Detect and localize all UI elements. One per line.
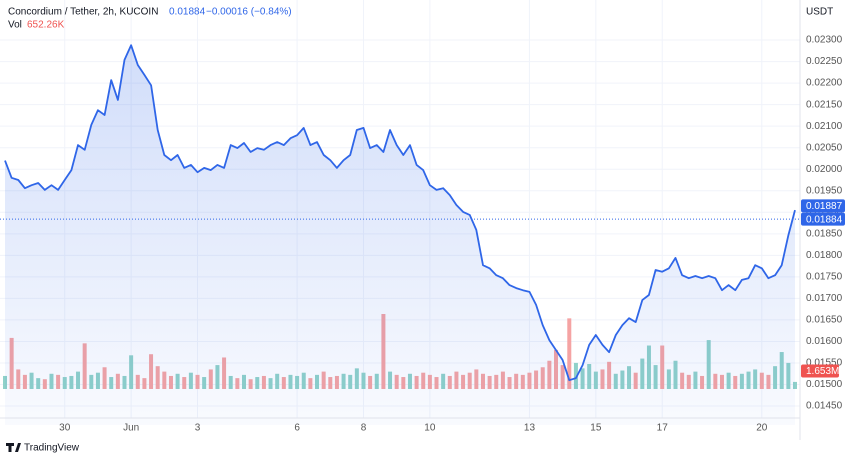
currency: USDT bbox=[806, 7, 833, 18]
x-tick-label: 20 bbox=[756, 423, 768, 434]
y-tick-label: 0.02300 bbox=[806, 35, 843, 46]
y-tick-label: 0.02050 bbox=[806, 142, 843, 153]
x-tick-label: 13 bbox=[524, 423, 536, 434]
x-tick-label: 3 bbox=[195, 423, 201, 434]
y-tick-label: 0.01450 bbox=[806, 401, 843, 412]
x-tick-label: 30 bbox=[59, 423, 71, 434]
y-tick-label: 0.01950 bbox=[806, 185, 843, 196]
y-tick-label: 0.01850 bbox=[806, 228, 843, 239]
change: −0.00016 (−0.84%) bbox=[206, 7, 292, 18]
y-tick-label: 0.01900 bbox=[806, 207, 843, 218]
price-badge-label: 0.01884 bbox=[806, 214, 843, 225]
price-badge bbox=[801, 199, 845, 213]
y-tick-label: 0.01650 bbox=[806, 315, 843, 326]
x-tick-label: 6 bbox=[294, 423, 300, 434]
price-badge-label: 0.01887 bbox=[806, 201, 843, 212]
x-tick-label: 10 bbox=[424, 423, 436, 434]
y-tick-label: 0.02200 bbox=[806, 78, 843, 89]
y-tick-label: 0.01700 bbox=[806, 293, 843, 304]
last-price: 0.01884 bbox=[169, 7, 206, 18]
volume-badge bbox=[801, 364, 839, 378]
y-tick-label: 0.01600 bbox=[806, 336, 843, 347]
price-badge bbox=[801, 212, 845, 226]
volume-name: Vol bbox=[8, 20, 22, 31]
y-tick-label: 0.01500 bbox=[806, 379, 843, 390]
volume-value: 652.26K bbox=[27, 20, 65, 31]
x-tick-label: 8 bbox=[361, 423, 367, 434]
brand: TradingView bbox=[24, 443, 80, 454]
price-line bbox=[4, 44, 796, 382]
volume-bar bbox=[573, 362, 578, 389]
plot bbox=[0, 44, 800, 425]
y-tick-label: 0.02000 bbox=[806, 164, 843, 175]
x-tick-label: Jun bbox=[123, 423, 139, 434]
volume-bar bbox=[567, 318, 572, 389]
title: Concordium / Tether, 2h, KUCOIN bbox=[8, 7, 158, 18]
volume-badge-label: 1.653M bbox=[806, 366, 839, 377]
x-tick-label: 17 bbox=[657, 423, 669, 434]
area-fill bbox=[5, 45, 795, 425]
y-tick-label: 0.01550 bbox=[806, 358, 843, 369]
y-tick-label: 0.02150 bbox=[806, 99, 843, 110]
y-tick-label: 0.01750 bbox=[806, 272, 843, 283]
y-tick-label: 0.02100 bbox=[806, 121, 843, 132]
brand-logo: TradingView bbox=[6, 443, 80, 454]
y-tick-label: 0.02250 bbox=[806, 56, 843, 67]
y-tick-label: 0.01800 bbox=[806, 250, 843, 261]
x-tick-label: 15 bbox=[590, 423, 602, 434]
